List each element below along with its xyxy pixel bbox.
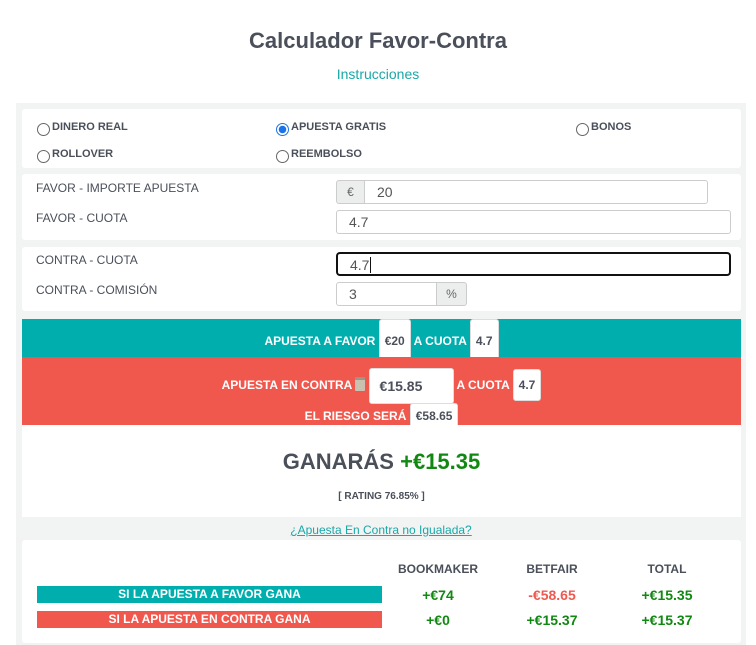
contra-odds-value: 4.7 — [350, 257, 370, 273]
commission-label: CONTRA - COMISIÓN — [36, 283, 158, 297]
calculator: DINERO REAL APUESTA GRATIS BONOS ROLLOVE… — [16, 103, 746, 645]
radio-rollover[interactable]: ROLLOVER — [37, 144, 113, 163]
text-cursor — [370, 257, 376, 273]
favor-summary-band: APUESTA A FAVOR €20 A CUOTA 4.7 — [22, 319, 741, 363]
header-total: TOTAL — [647, 562, 687, 576]
results-table: BOOKMAKER BETFAIR TOTAL SI LA APUESTA A … — [22, 540, 741, 643]
radio-label: APUESTA GRATIS — [291, 120, 387, 133]
win-text: GANARÁS — [282, 449, 394, 474]
cell-value: +€74 — [422, 587, 454, 603]
favor-odds-input[interactable]: 4.7 — [336, 210, 731, 234]
favor-amount-badge: €20 — [378, 319, 411, 363]
contra-amount-field[interactable]: €15.85 — [368, 368, 454, 404]
row-label-favor: SI LA APUESTA A FAVOR GANA — [37, 586, 382, 603]
radio-label: REEMBOLSO — [291, 147, 362, 160]
favor-summary-text: APUESTA A FAVOR — [264, 334, 376, 348]
contra-odds-label: CONTRA - CUOTA — [36, 253, 138, 267]
commission-input[interactable]: 3 — [336, 282, 437, 306]
contra-summary-text: APUESTA EN CONTRA — [221, 378, 352, 393]
radio-reembolso[interactable]: REEMBOLSO — [276, 144, 362, 163]
favor-card: FAVOR - IMPORTE APUESTA € 20 FAVOR - CUO… — [22, 174, 741, 240]
radio-circle-icon[interactable] — [576, 123, 589, 136]
a-cuota-text: A CUOTA — [456, 378, 510, 393]
radio-label: ROLLOVER — [52, 147, 114, 160]
row-label-contra: SI LA APUESTA EN CONTRA GANA — [37, 611, 382, 628]
radio-label: DINERO REAL — [52, 120, 128, 133]
header-bookmaker: BOOKMAKER — [398, 562, 478, 576]
radio-circle-icon[interactable] — [37, 123, 50, 136]
cell-value: +€0 — [426, 612, 450, 628]
cell-value: -€58.65 — [528, 587, 576, 603]
radio-bonos[interactable]: BONOS — [576, 117, 631, 136]
radio-circle-icon[interactable] — [37, 150, 50, 163]
favor-amount-input[interactable]: 20 — [364, 180, 708, 204]
radio-apuesta-gratis[interactable]: APUESTA GRATIS — [276, 117, 386, 136]
a-cuota-text: A CUOTA — [413, 334, 467, 348]
rating-text: [ RATING 76.85% ] — [338, 491, 425, 502]
contra-summary-band: APUESTA EN CONTRA €15.85 A CUOTA 4.7 EL … — [22, 357, 741, 429]
radio-circle-icon[interactable] — [276, 123, 289, 136]
risk-text: EL RIESGO SERÁ — [304, 409, 407, 423]
contra-odds-input[interactable]: 4.7 — [336, 252, 731, 276]
cell-value: +€15.37 — [526, 612, 578, 628]
radio-label: BONOS — [591, 120, 632, 133]
page-title: Calculador Favor-Contra — [249, 28, 507, 53]
unmatched-bet-link[interactable]: ¿Apuesta En Contra no Igualada? — [290, 523, 472, 537]
contra-odds-badge: 4.7 — [512, 369, 542, 402]
favor-odds-label: FAVOR - CUOTA — [36, 211, 128, 225]
result-panel: GANARÁS +€15.35 [ RATING 76.85% ] — [22, 425, 741, 517]
contra-card: CONTRA - CUOTA 4.7 CONTRA - COMISIÓN 3 % — [22, 247, 741, 311]
radio-dinero-real[interactable]: DINERO REAL — [37, 117, 128, 136]
bet-type-card: DINERO REAL APUESTA GRATIS BONOS ROLLOVE… — [22, 109, 741, 168]
cell-value: +€15.37 — [641, 612, 693, 628]
favor-amount-label: FAVOR - IMPORTE APUESTA — [36, 181, 199, 195]
euro-addon: € — [336, 180, 365, 204]
header-betfair: BETFAIR — [526, 562, 578, 576]
cell-value: +€15.35 — [641, 587, 693, 603]
risk-badge: €58.65 — [409, 403, 459, 429]
win-amount: +€15.35 — [400, 449, 481, 474]
percent-addon: % — [436, 282, 467, 306]
clipboard-icon[interactable] — [355, 377, 366, 392]
instructions-link[interactable]: Instrucciones — [336, 66, 420, 82]
radio-circle-icon[interactable] — [276, 150, 289, 163]
